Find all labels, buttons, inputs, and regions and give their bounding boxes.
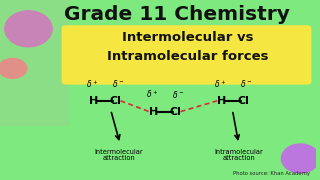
Ellipse shape <box>281 144 319 173</box>
Text: Intermolecular vs: Intermolecular vs <box>122 31 254 44</box>
Text: $\delta^+$: $\delta^+$ <box>213 78 226 89</box>
Text: Intramolecular forces: Intramolecular forces <box>108 50 269 63</box>
Text: H: H <box>217 96 226 106</box>
Text: Photo source: Khan Academy: Photo source: Khan Academy <box>233 171 310 176</box>
FancyBboxPatch shape <box>0 0 69 126</box>
Text: Cl: Cl <box>170 107 181 117</box>
Text: $\delta^-$: $\delta^-$ <box>240 78 252 89</box>
Ellipse shape <box>0 58 27 78</box>
FancyBboxPatch shape <box>62 25 311 85</box>
Text: Intermolecular
attraction: Intermolecular attraction <box>94 148 143 161</box>
Text: $\delta^+$: $\delta^+$ <box>146 89 158 100</box>
Text: H: H <box>89 96 98 106</box>
Text: Grade 11 Chemistry: Grade 11 Chemistry <box>64 5 290 24</box>
Text: Cl: Cl <box>237 96 249 106</box>
Text: $\delta^-$: $\delta^-$ <box>112 78 124 89</box>
Text: H: H <box>149 107 158 117</box>
Ellipse shape <box>5 11 52 47</box>
Text: $\delta^-$: $\delta^-$ <box>172 89 184 100</box>
Text: Cl: Cl <box>109 96 121 106</box>
Text: Intramolecular
attraction: Intramolecular attraction <box>214 148 263 161</box>
Text: $\delta^+$: $\delta^+$ <box>85 78 98 89</box>
